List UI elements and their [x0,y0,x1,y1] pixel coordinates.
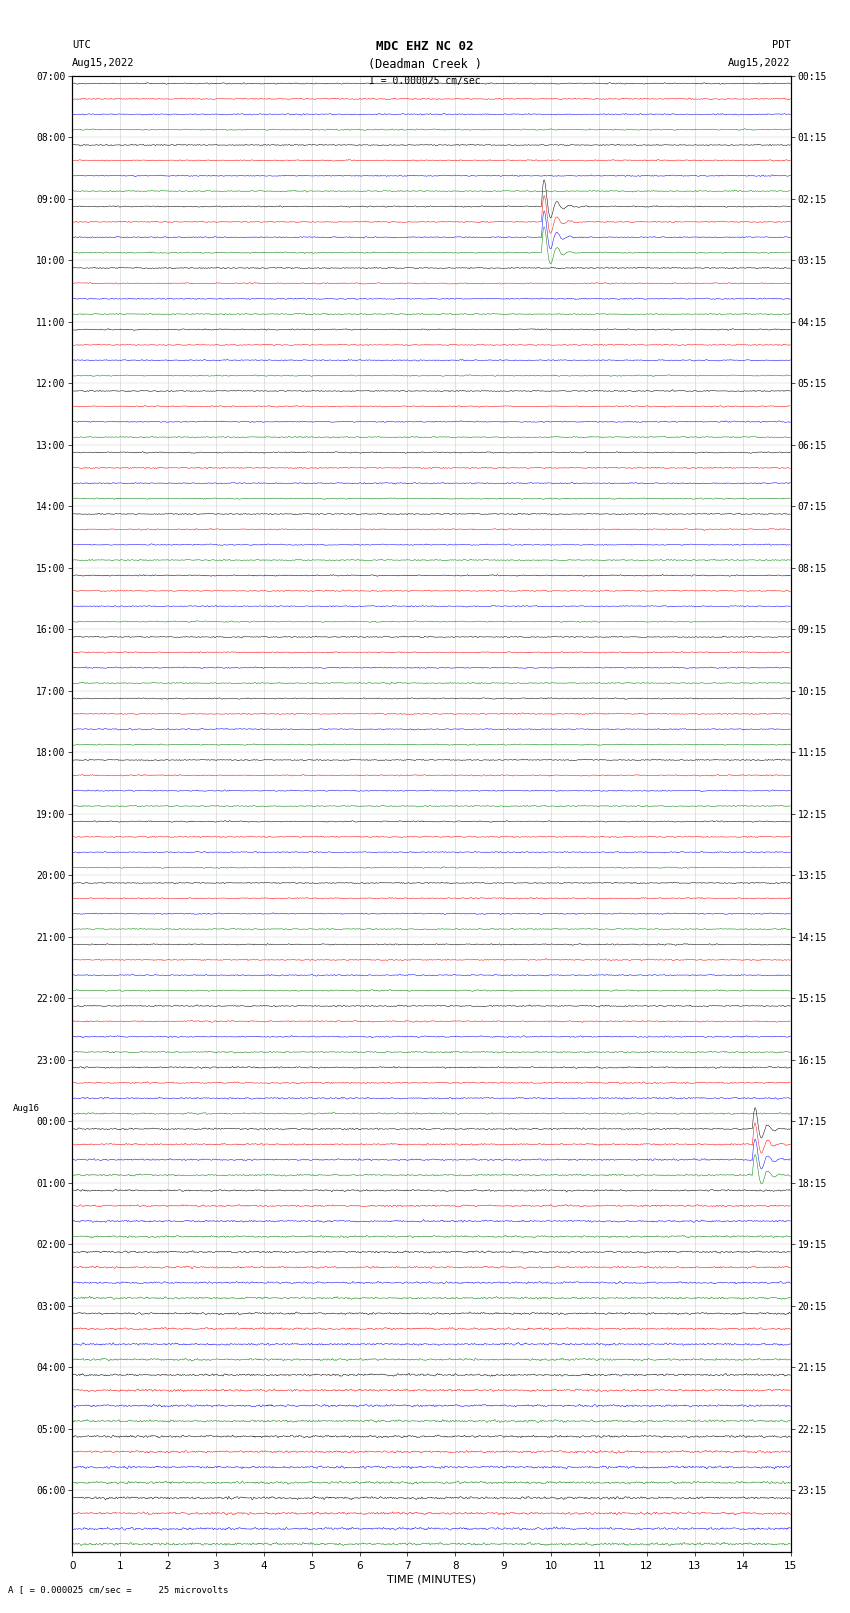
Text: Aug15,2022: Aug15,2022 [728,58,791,68]
Text: Aug16: Aug16 [13,1105,40,1113]
Text: PDT: PDT [772,40,791,50]
Text: I = 0.000025 cm/sec: I = 0.000025 cm/sec [369,76,481,85]
Text: Aug15,2022: Aug15,2022 [72,58,135,68]
Text: (Deadman Creek ): (Deadman Creek ) [368,58,482,71]
Text: UTC: UTC [72,40,91,50]
Text: MDC EHZ NC 02: MDC EHZ NC 02 [377,40,473,53]
X-axis label: TIME (MINUTES): TIME (MINUTES) [387,1574,476,1586]
Text: A [ = 0.000025 cm/sec =     25 microvolts: A [ = 0.000025 cm/sec = 25 microvolts [8,1584,229,1594]
